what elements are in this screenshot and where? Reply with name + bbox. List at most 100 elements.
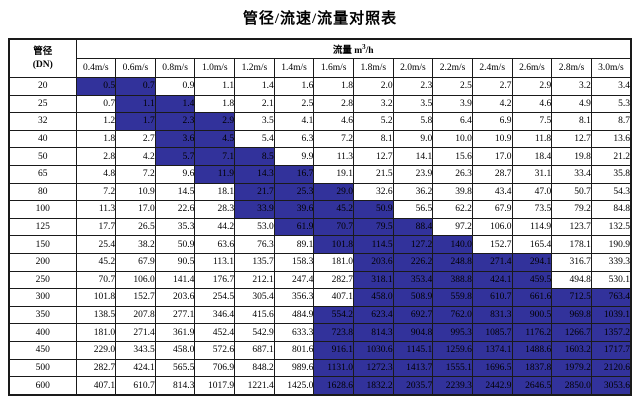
flow-cell: 3.6 <box>154 129 196 149</box>
flow-cell: 572.6 <box>194 340 236 360</box>
flow-cell: 2239.3 <box>432 376 473 396</box>
flow-cell: 452.4 <box>194 323 236 342</box>
flow-cell: 3.5 <box>234 112 275 131</box>
flow-cell: 50.9 <box>154 235 196 254</box>
table-row-dn-200: 200 45.2 67.9 90.5 113.1 135.7 158.3 181.0 203.6… <box>8 252 632 272</box>
dn-cell: 125 <box>8 217 77 237</box>
flow-cell: 140.0 <box>432 235 473 254</box>
dn-cell: 65 <box>8 164 77 184</box>
flow-cell: 158.3 <box>273 252 315 272</box>
flow-cell: 1425.0 <box>273 376 315 396</box>
flow-cell: 2.8 <box>75 147 117 166</box>
flow-cell: 458.0 <box>352 288 394 307</box>
flow-cell: 165.4 <box>511 235 553 254</box>
dn-cell: 80 <box>8 182 77 202</box>
flow-cell: 113.1 <box>194 252 236 272</box>
velocity-header-2.6m-s: 2.6m/s <box>511 58 553 78</box>
flow-cell: 36.2 <box>392 182 434 202</box>
table-row-dn-300: 300 101.8 152.7 203.6 254.5 305.4 356.3 407.1 45… <box>8 288 632 307</box>
flow-cell: 12.7 <box>551 129 592 149</box>
flow-cell: 633.3 <box>273 323 315 342</box>
flow-cell: 25.4 <box>75 235 117 254</box>
flow-cell: 32.6 <box>352 182 394 202</box>
flow-cell: 814.3 <box>352 323 394 342</box>
table-row-dn-65: 65 4.8 7.2 9.6 11.9 14.3 16.7 19.1 21.5 23.9 26.3 2… <box>8 164 632 184</box>
flow-cell: 226.2 <box>392 252 434 272</box>
flow-cell: 62.2 <box>432 200 473 219</box>
velocity-header-1.6m-s: 1.6m/s <box>313 58 354 78</box>
table-row-dn-125: 125 17.7 26.5 35.3 44.2 53.0 61.9 70.7 79.5 88.4 9… <box>8 217 632 237</box>
flow-cell: 361.9 <box>154 323 196 342</box>
flow-unit-superscript: 3 <box>362 42 366 51</box>
flow-cell: 2.5 <box>273 94 315 114</box>
flow-cell: 1085.7 <box>471 323 513 342</box>
flow-cell: 25.3 <box>273 182 315 202</box>
flow-cell: 346.4 <box>194 305 236 325</box>
flow-cell: 54.3 <box>590 182 632 202</box>
flow-cell: 4.6 <box>511 94 553 114</box>
flow-cell: 1272.3 <box>352 358 394 378</box>
flow-cell: 316.7 <box>551 252 592 272</box>
flow-cell: 7.2 <box>75 182 117 202</box>
flow-cell: 7.2 <box>115 164 156 184</box>
flow-cell: 3.2 <box>551 77 592 96</box>
flow-cell: 1.1 <box>115 94 156 114</box>
flow-cell: 7.1 <box>194 147 236 166</box>
flow-cell: 723.8 <box>313 323 354 342</box>
table-row-dn-80: 80 7.2 10.9 14.5 18.1 21.7 25.3 29.0 32.6 36.2 39.… <box>8 182 632 202</box>
flow-cell: 63.6 <box>194 235 236 254</box>
table-row-dn-400: 400 181.0 271.4 361.9 452.4 542.9 633.3 723.8 81… <box>8 323 632 342</box>
flow-cell: 7.2 <box>313 129 354 149</box>
flow-cell: 1717.7 <box>590 340 632 360</box>
flow-cell: 415.6 <box>234 305 275 325</box>
flow-cell: 114.9 <box>511 217 553 237</box>
flow-cell: 17.0 <box>471 147 513 166</box>
flow-cell: 53.0 <box>234 217 275 237</box>
flow-cell: 35.3 <box>154 217 196 237</box>
flow-cell: 353.4 <box>392 270 434 290</box>
flow-cell: 1.8 <box>75 129 117 149</box>
flow-cell: 294.1 <box>511 252 553 272</box>
flow-cell: 203.6 <box>154 288 196 307</box>
flow-cell: 97.2 <box>432 217 473 237</box>
flow-cell: 39.8 <box>432 182 473 202</box>
velocity-header-2.8m-s: 2.8m/s <box>551 58 592 78</box>
flow-cell: 90.5 <box>154 252 196 272</box>
flow-cell: 424.1 <box>471 270 513 290</box>
flow-cell: 10.9 <box>115 182 156 202</box>
flow-cell: 356.3 <box>273 288 315 307</box>
velocity-header-2.0m-s: 2.0m/s <box>392 58 434 78</box>
flow-cell: 4.9 <box>551 94 592 114</box>
table-header: 管径 (DN) 流量 m3/h 0.4m/s 0.6m/s 0.8m/s 1.0m/s… <box>8 38 632 78</box>
flow-cell: 1374.1 <box>471 340 513 360</box>
flow-cell: 4.6 <box>313 112 354 131</box>
flow-cell: 610.7 <box>471 288 513 307</box>
flow-cell: 29.0 <box>313 182 354 202</box>
flow-cell: 79.2 <box>551 200 592 219</box>
flow-cell: 4.5 <box>194 129 236 149</box>
flow-cell: 1.2 <box>75 112 117 131</box>
flow-cell: 89.1 <box>273 235 315 254</box>
flow-cell: 6.4 <box>432 112 473 131</box>
flow-cell: 123.7 <box>551 217 592 237</box>
dn-header-line1: 管径 <box>33 46 53 57</box>
flow-cell: 5.3 <box>590 94 632 114</box>
flow-cell: 565.5 <box>154 358 196 378</box>
flow-cell: 814.3 <box>154 376 196 396</box>
flow-cell: 10.0 <box>432 129 473 149</box>
flow-cell: 1030.6 <box>352 340 394 360</box>
flow-cell: 1628.6 <box>313 376 354 396</box>
flow-cell: 282.7 <box>75 358 117 378</box>
flow-cell: 101.8 <box>313 235 354 254</box>
flow-cell: 76.3 <box>234 235 275 254</box>
flow-cell: 18.1 <box>194 182 236 202</box>
flow-cell: 687.1 <box>234 340 275 360</box>
dn-cell: 350 <box>8 305 77 325</box>
dn-cell: 300 <box>8 288 77 307</box>
flow-cell: 1266.7 <box>551 323 592 342</box>
dn-cell: 32 <box>8 112 77 131</box>
flow-cell: 190.9 <box>590 235 632 254</box>
flow-cell: 207.8 <box>115 305 156 325</box>
flow-cell: 2.3 <box>392 77 434 96</box>
flow-cell: 101.8 <box>75 288 117 307</box>
